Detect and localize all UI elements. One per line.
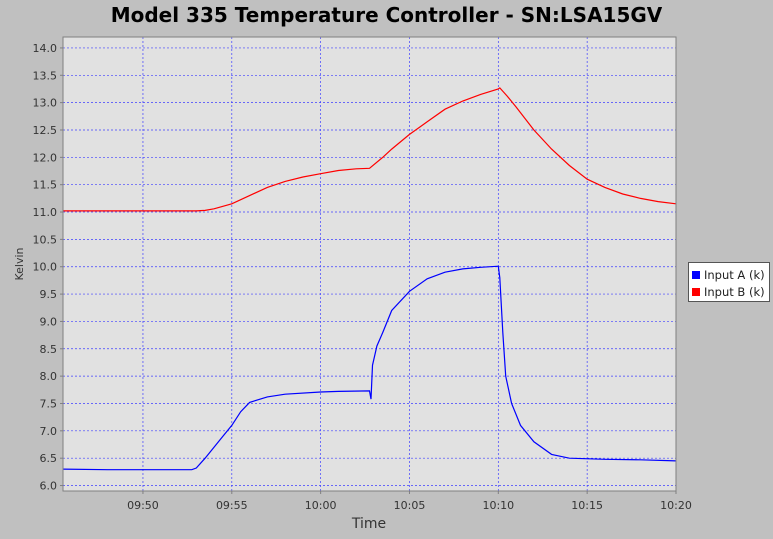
legend-swatch <box>692 270 700 279</box>
y-tick-label: 12.0 <box>33 151 58 164</box>
legend-swatch <box>692 287 700 296</box>
y-tick-label: 11.0 <box>33 206 58 219</box>
y-axis-label: Kelvin <box>13 247 26 280</box>
y-tick-label: 10.5 <box>33 233 58 246</box>
legend-label: Input A (k) <box>704 267 765 282</box>
x-tick-label: 09:55 <box>216 499 248 512</box>
y-tick-label: 8.0 <box>40 370 58 383</box>
x-tick-label: 10:05 <box>394 499 426 512</box>
legend-item: Input B (k) <box>692 283 769 300</box>
y-axis: 6.0 6.5 7.0 7.5 8.0 8.5 9.0 9.5 10.0 10.5 11.0 11.5… <box>33 42 63 493</box>
y-tick-label: 14.0 <box>33 42 58 55</box>
y-tick-label: 13.0 <box>33 97 58 110</box>
series-layer <box>62 87 677 471</box>
chart-title: Model 335 Temperature Controller - SN:LS… <box>110 3 663 27</box>
legend: Input A (k) Input B (k) <box>688 262 770 302</box>
y-tick-label: 9.5 <box>40 288 58 301</box>
x-tick-label: 10:00 <box>305 499 337 512</box>
x-axis-label: Time <box>351 516 386 532</box>
y-tick-label: 8.5 <box>40 343 58 356</box>
x-tick-label: 10:20 <box>660 499 692 512</box>
y-tick-label: 7.5 <box>40 397 58 410</box>
legend-item: Input A (k) <box>692 266 769 283</box>
y-tick-label: 6.5 <box>40 452 58 465</box>
x-tick-label: 09:50 <box>127 499 159 512</box>
series-line-b <box>63 87 677 212</box>
y-tick-label: 11.5 <box>33 179 58 192</box>
x-tick-label: 10:15 <box>571 499 603 512</box>
series-line-a <box>62 265 677 471</box>
y-tick-label: 6.0 <box>40 480 58 493</box>
legend-label: Input B (k) <box>704 284 765 299</box>
plot-area <box>63 37 676 491</box>
y-tick-label: 13.5 <box>33 69 58 82</box>
x-tick-label: 10:10 <box>482 499 514 512</box>
x-axis: 09:50 09:55 10:00 10:05 10:10 10:15 10:20 <box>127 491 692 512</box>
y-tick-label: 10.0 <box>33 261 58 274</box>
y-tick-label: 9.0 <box>40 315 58 328</box>
y-tick-label: 7.0 <box>40 425 58 438</box>
y-tick-label: 12.5 <box>33 124 58 137</box>
plot-border <box>62 36 677 492</box>
